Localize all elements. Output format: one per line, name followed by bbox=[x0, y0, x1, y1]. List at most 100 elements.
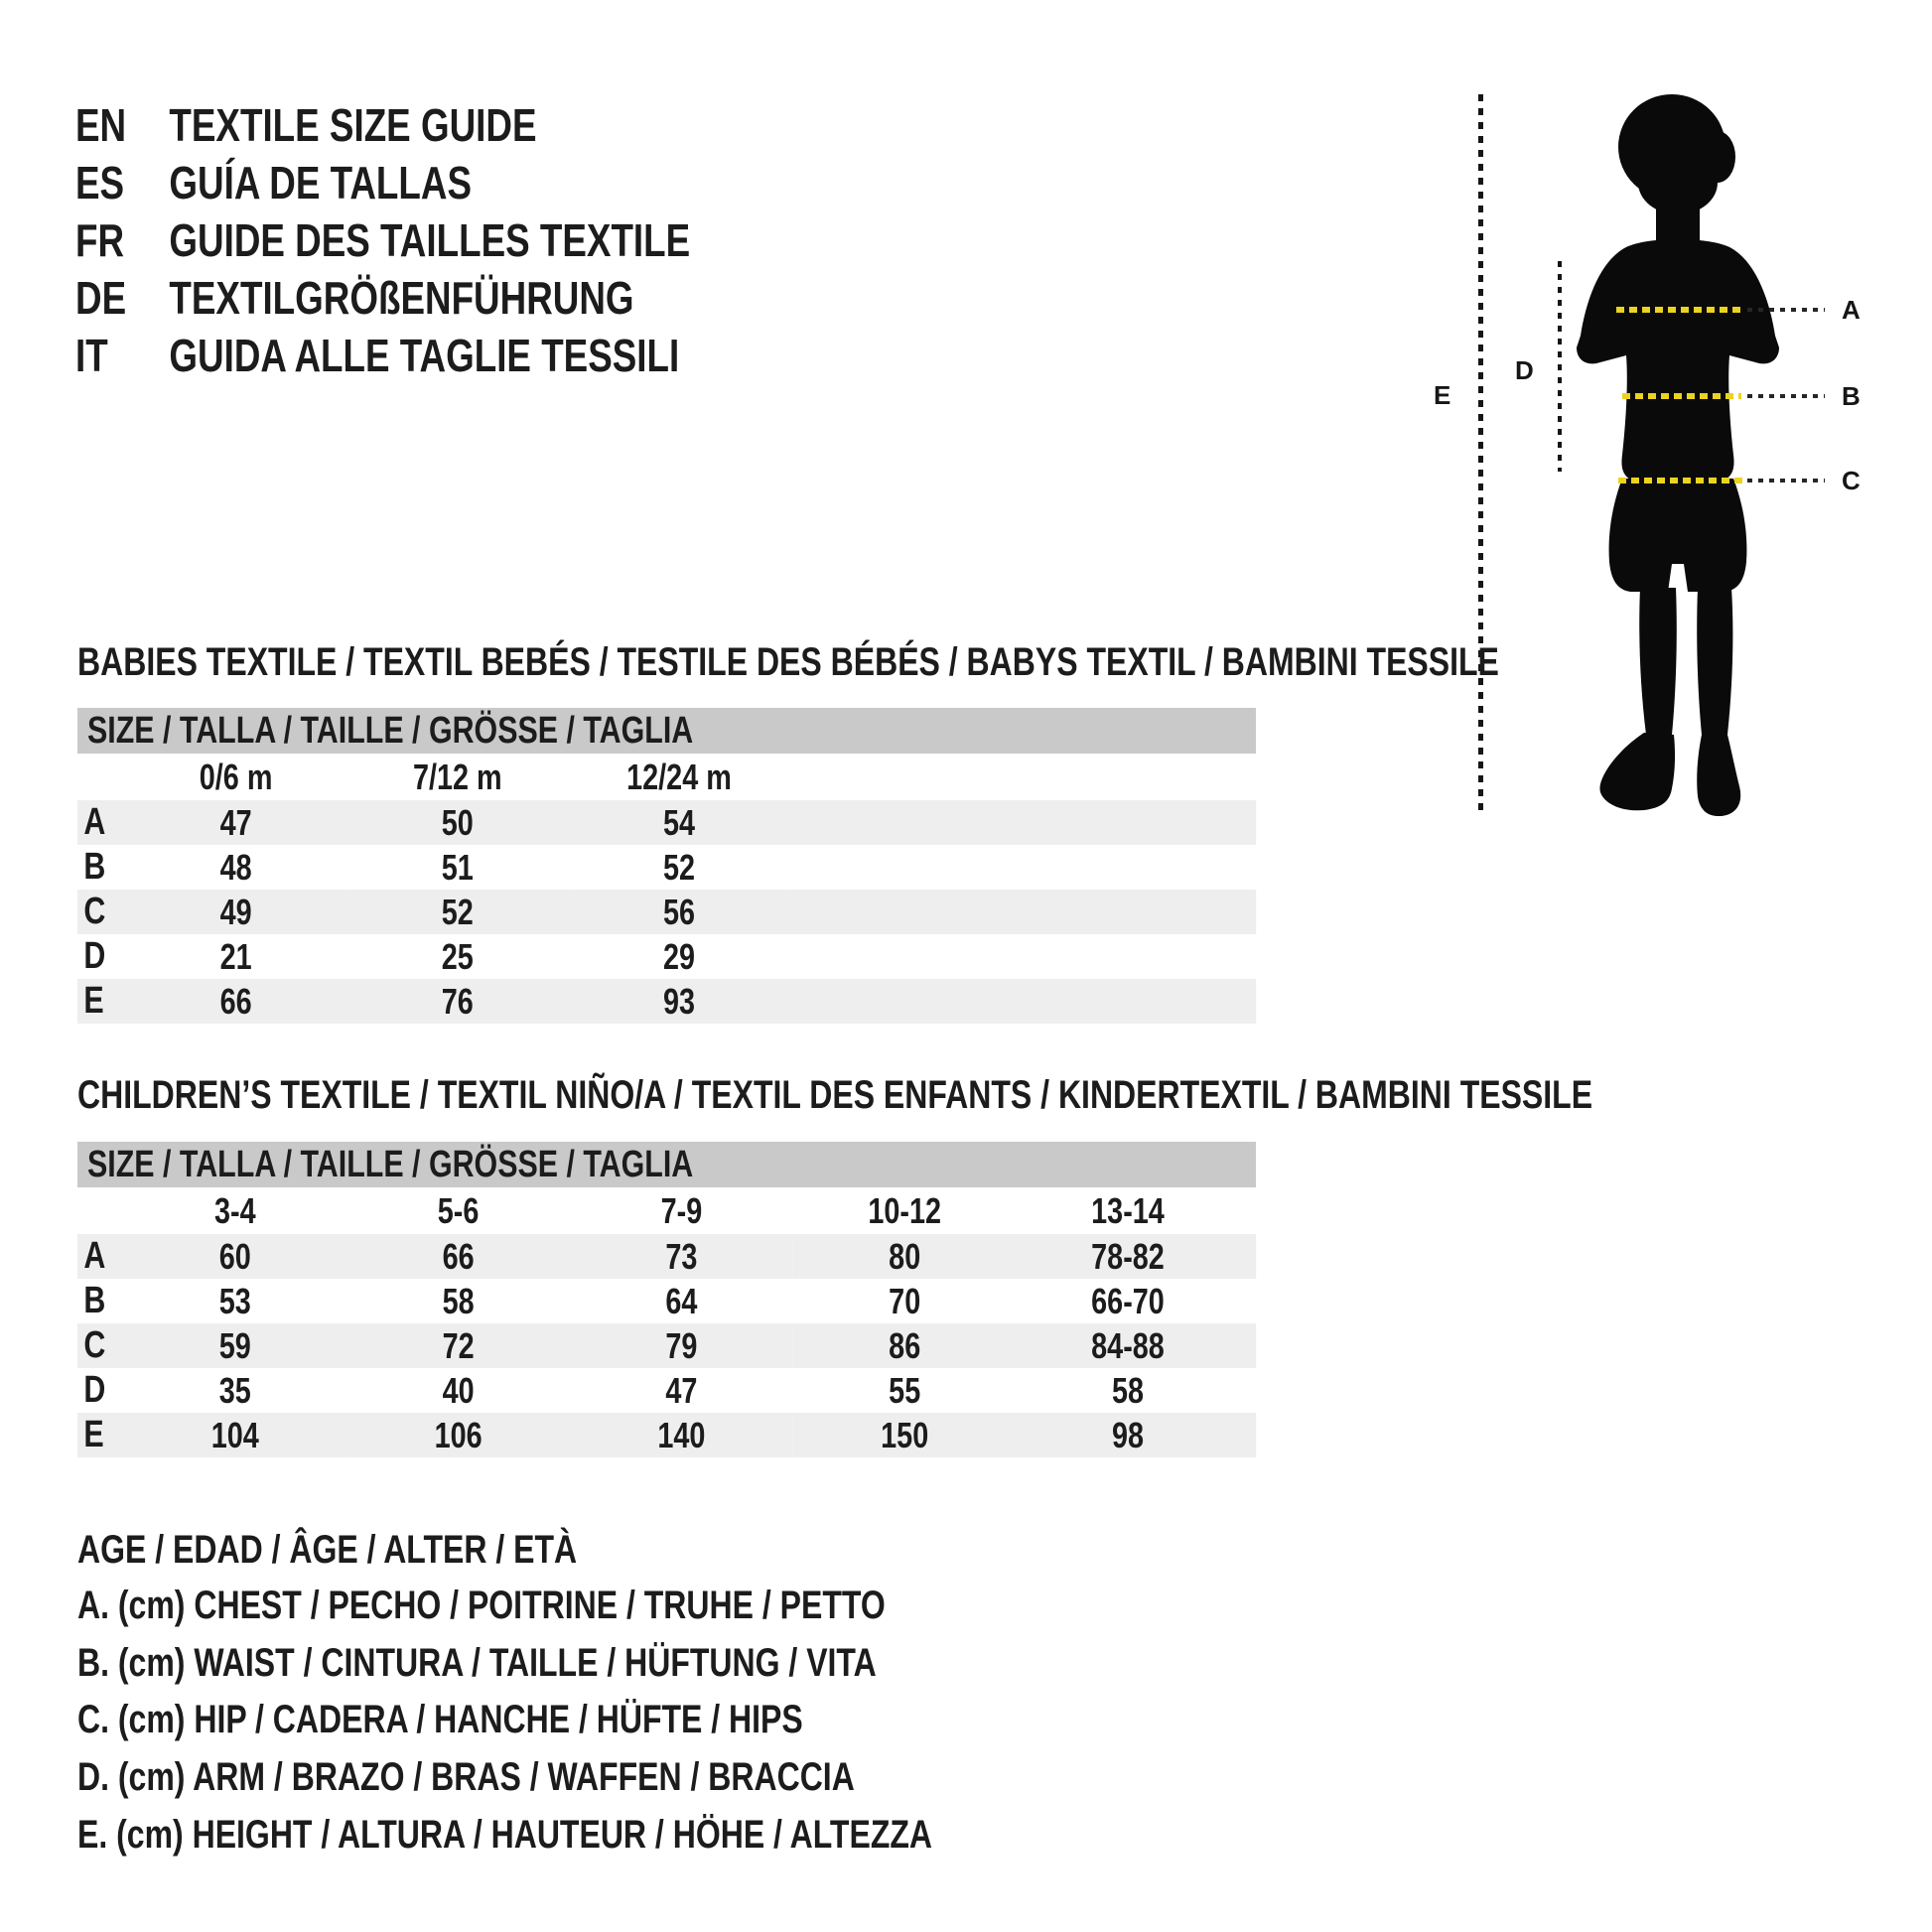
measure-row-E: E 66 76 93 bbox=[77, 979, 1257, 1024]
language-row-es: ES GUÍA DE TALLAS bbox=[75, 155, 571, 210]
children-section-title: CHILDREN’S TEXTILE / TEXTIL NIÑO/A / TEX… bbox=[77, 1071, 1932, 1119]
language-code: IT bbox=[75, 330, 108, 381]
waist-measure-dash-yellow bbox=[1622, 393, 1741, 399]
legend-line-3: C. (cm) HIP / CADERA / HANCHE / HÜFTE / … bbox=[77, 1695, 984, 1744]
size-column-header: 7-9 bbox=[660, 1189, 703, 1231]
measure-value-cell: 35 bbox=[218, 1369, 251, 1411]
measure-value-cell: 93 bbox=[662, 980, 696, 1022]
legend-line-text: D. (cm) ARM / BRAZO / BRAS / WAFFEN / BR… bbox=[77, 1755, 855, 1799]
measure-value-cell: 78-82 bbox=[1091, 1235, 1165, 1277]
measure-row-label: D bbox=[83, 1369, 106, 1411]
measure-value-cell: 66 bbox=[219, 980, 252, 1022]
measure-row-label: D bbox=[83, 935, 106, 977]
child-silhouette-icon bbox=[1577, 94, 1779, 816]
measure-value-cell: 104 bbox=[210, 1414, 259, 1455]
measure-value-cell: 66-70 bbox=[1091, 1280, 1165, 1321]
children-size-table-wrap: 3-4 5-6 7-9 10-12 13-14 A 60 66 73 80 78-82 B 53 58 64… bbox=[77, 1187, 1257, 1457]
measure-row-D: D 21 25 29 bbox=[77, 934, 1256, 979]
measure-value-cell: 86 bbox=[889, 1324, 921, 1366]
measure-row-label: C bbox=[83, 1324, 106, 1366]
measure-row-label: A bbox=[83, 801, 106, 843]
measure-value-cell: 52 bbox=[662, 846, 696, 888]
size-column-header: 12/24 m bbox=[626, 756, 732, 797]
measure-value-cell: 59 bbox=[218, 1324, 251, 1366]
legend-line-text: A. (cm) CHEST / PECHO / POITRINE / TRUHE… bbox=[77, 1584, 886, 1627]
measure-row-label: B bbox=[83, 1280, 106, 1321]
size-column-header-row: 0/6 m 7/12 m 12/24 m bbox=[77, 754, 1256, 800]
height-measure-line-E bbox=[1478, 94, 1483, 814]
size-column-header-row: 3-4 5-6 7-9 10-12 13-14 bbox=[77, 1187, 1256, 1234]
blank-corner-cell bbox=[77, 754, 125, 800]
measure-row-label: E bbox=[83, 980, 104, 1022]
language-row-text: IT GUIDA ALLE TAGLIE TESSILI bbox=[75, 328, 679, 383]
measure-row-A: A 47 50 54 bbox=[77, 800, 1257, 845]
children-size-table: 3-4 5-6 7-9 10-12 13-14 A 60 66 73 80 78-82 B 53 58 64… bbox=[77, 1187, 1257, 1457]
measure-value-cell: 54 bbox=[662, 801, 696, 843]
measure-value-cell: 25 bbox=[441, 935, 474, 977]
language-code: EN bbox=[75, 99, 127, 151]
legend-line-5: E. (cm) HEIGHT / ALTURA / HAUTEUR / HÖHE… bbox=[77, 1810, 1146, 1860]
language-guide-title: TEXTILGRÖßENFÜHRUNG bbox=[169, 272, 634, 324]
measure-value-cell: 73 bbox=[665, 1235, 698, 1277]
size-column-header: 5-6 bbox=[437, 1189, 480, 1231]
filler-cell bbox=[790, 845, 1257, 890]
legend-line-text: E. (cm) HEIGHT / ALTURA / HAUTEUR / HÖHE… bbox=[77, 1813, 933, 1857]
measure-value-cell: 84-88 bbox=[1091, 1324, 1165, 1366]
chest-measure-dash-dark bbox=[1747, 308, 1825, 312]
filler-cell bbox=[1239, 1368, 1256, 1413]
filler-cell bbox=[790, 890, 1257, 934]
measure-row-A: A 60 66 73 80 78-82 bbox=[77, 1234, 1257, 1279]
language-guide-title: GUIDA ALLE TAGLIE TESSILI bbox=[169, 330, 680, 381]
language-code: FR bbox=[75, 214, 125, 266]
measure-row-C: C 49 52 56 bbox=[77, 890, 1257, 934]
measure-value-cell: 51 bbox=[441, 846, 474, 888]
language-row-de: DE TEXTILGRÖßENFÜHRUNG bbox=[75, 270, 773, 326]
measure-value-cell: 53 bbox=[218, 1280, 251, 1321]
measure-value-cell: 60 bbox=[218, 1235, 251, 1277]
legend-line-text: B. (cm) WAIST / CINTURA / TAILLE / HÜFTU… bbox=[77, 1641, 877, 1685]
hip-measure-dash-yellow bbox=[1618, 478, 1743, 483]
language-row-text: FR GUIDE DES TAILLES TEXTILE bbox=[75, 212, 690, 268]
measure-value-cell: 40 bbox=[442, 1369, 475, 1411]
measure-row-label: B bbox=[83, 846, 106, 888]
size-column-header: 13-14 bbox=[1091, 1189, 1165, 1231]
measure-row-label: A bbox=[83, 1235, 106, 1277]
filler-cell bbox=[1239, 1413, 1256, 1457]
figure-label-chest: A bbox=[1842, 295, 1861, 325]
measure-row-D: D 35 40 47 55 58 bbox=[77, 1368, 1256, 1413]
language-guide-title: TEXTILE SIZE GUIDE bbox=[169, 99, 537, 151]
measure-value-cell: 50 bbox=[441, 801, 474, 843]
measure-value-cell: 98 bbox=[1111, 1414, 1145, 1455]
measure-value-cell: 72 bbox=[442, 1324, 475, 1366]
legend-line-2: B. (cm) WAIST / CINTURA / TAILLE / HÜFTU… bbox=[77, 1638, 1076, 1688]
filler-cell bbox=[1239, 1187, 1256, 1234]
measure-row-B: B 53 58 64 70 66-70 bbox=[77, 1279, 1256, 1323]
measure-row-C: C 59 72 79 86 84-88 bbox=[77, 1323, 1257, 1368]
measure-value-cell: 48 bbox=[219, 846, 252, 888]
language-code: DE bbox=[75, 272, 127, 324]
measure-row-label: C bbox=[83, 891, 106, 932]
filler-cell bbox=[790, 934, 1257, 979]
measure-value-cell: 66 bbox=[442, 1235, 475, 1277]
size-column-header: 0/6 m bbox=[199, 756, 273, 797]
filler-cell bbox=[790, 800, 1257, 845]
filler-cell bbox=[1239, 1234, 1256, 1279]
language-row-it: IT GUIDA ALLE TAGLIE TESSILI bbox=[75, 328, 830, 383]
measure-value-cell: 55 bbox=[889, 1369, 921, 1411]
measure-value-cell: 106 bbox=[434, 1414, 483, 1455]
legend-line-1: A. (cm) CHEST / PECHO / POITRINE / TRUHE… bbox=[77, 1581, 1087, 1630]
measure-value-cell: 80 bbox=[889, 1235, 921, 1277]
measure-value-cell: 21 bbox=[219, 935, 252, 977]
babies-size-bar-text: SIZE / TALLA / TAILLE / GRÖSSE / TAGLIA bbox=[87, 710, 694, 752]
measure-value-cell: 29 bbox=[662, 935, 696, 977]
babies-size-table-wrap: 0/6 m 7/12 m 12/24 m A 47 50 54 B 48 51 52 C 49 52 56 D… bbox=[77, 754, 1257, 1024]
size-column-header: 3-4 bbox=[213, 1189, 256, 1231]
filler-cell bbox=[790, 754, 1257, 800]
legend-line-text: C. (cm) HIP / CADERA / HANCHE / HÜFTE / … bbox=[77, 1698, 803, 1741]
measure-row-B: B 48 51 52 bbox=[77, 845, 1256, 890]
children-size-bar-text: SIZE / TALLA / TAILLE / GRÖSSE / TAGLIA bbox=[87, 1144, 694, 1185]
measure-value-cell: 76 bbox=[441, 980, 474, 1022]
size-column-header: 10-12 bbox=[868, 1189, 942, 1231]
children-size-bar: SIZE / TALLA / TAILLE / GRÖSSE / TAGLIA bbox=[77, 1142, 1256, 1187]
